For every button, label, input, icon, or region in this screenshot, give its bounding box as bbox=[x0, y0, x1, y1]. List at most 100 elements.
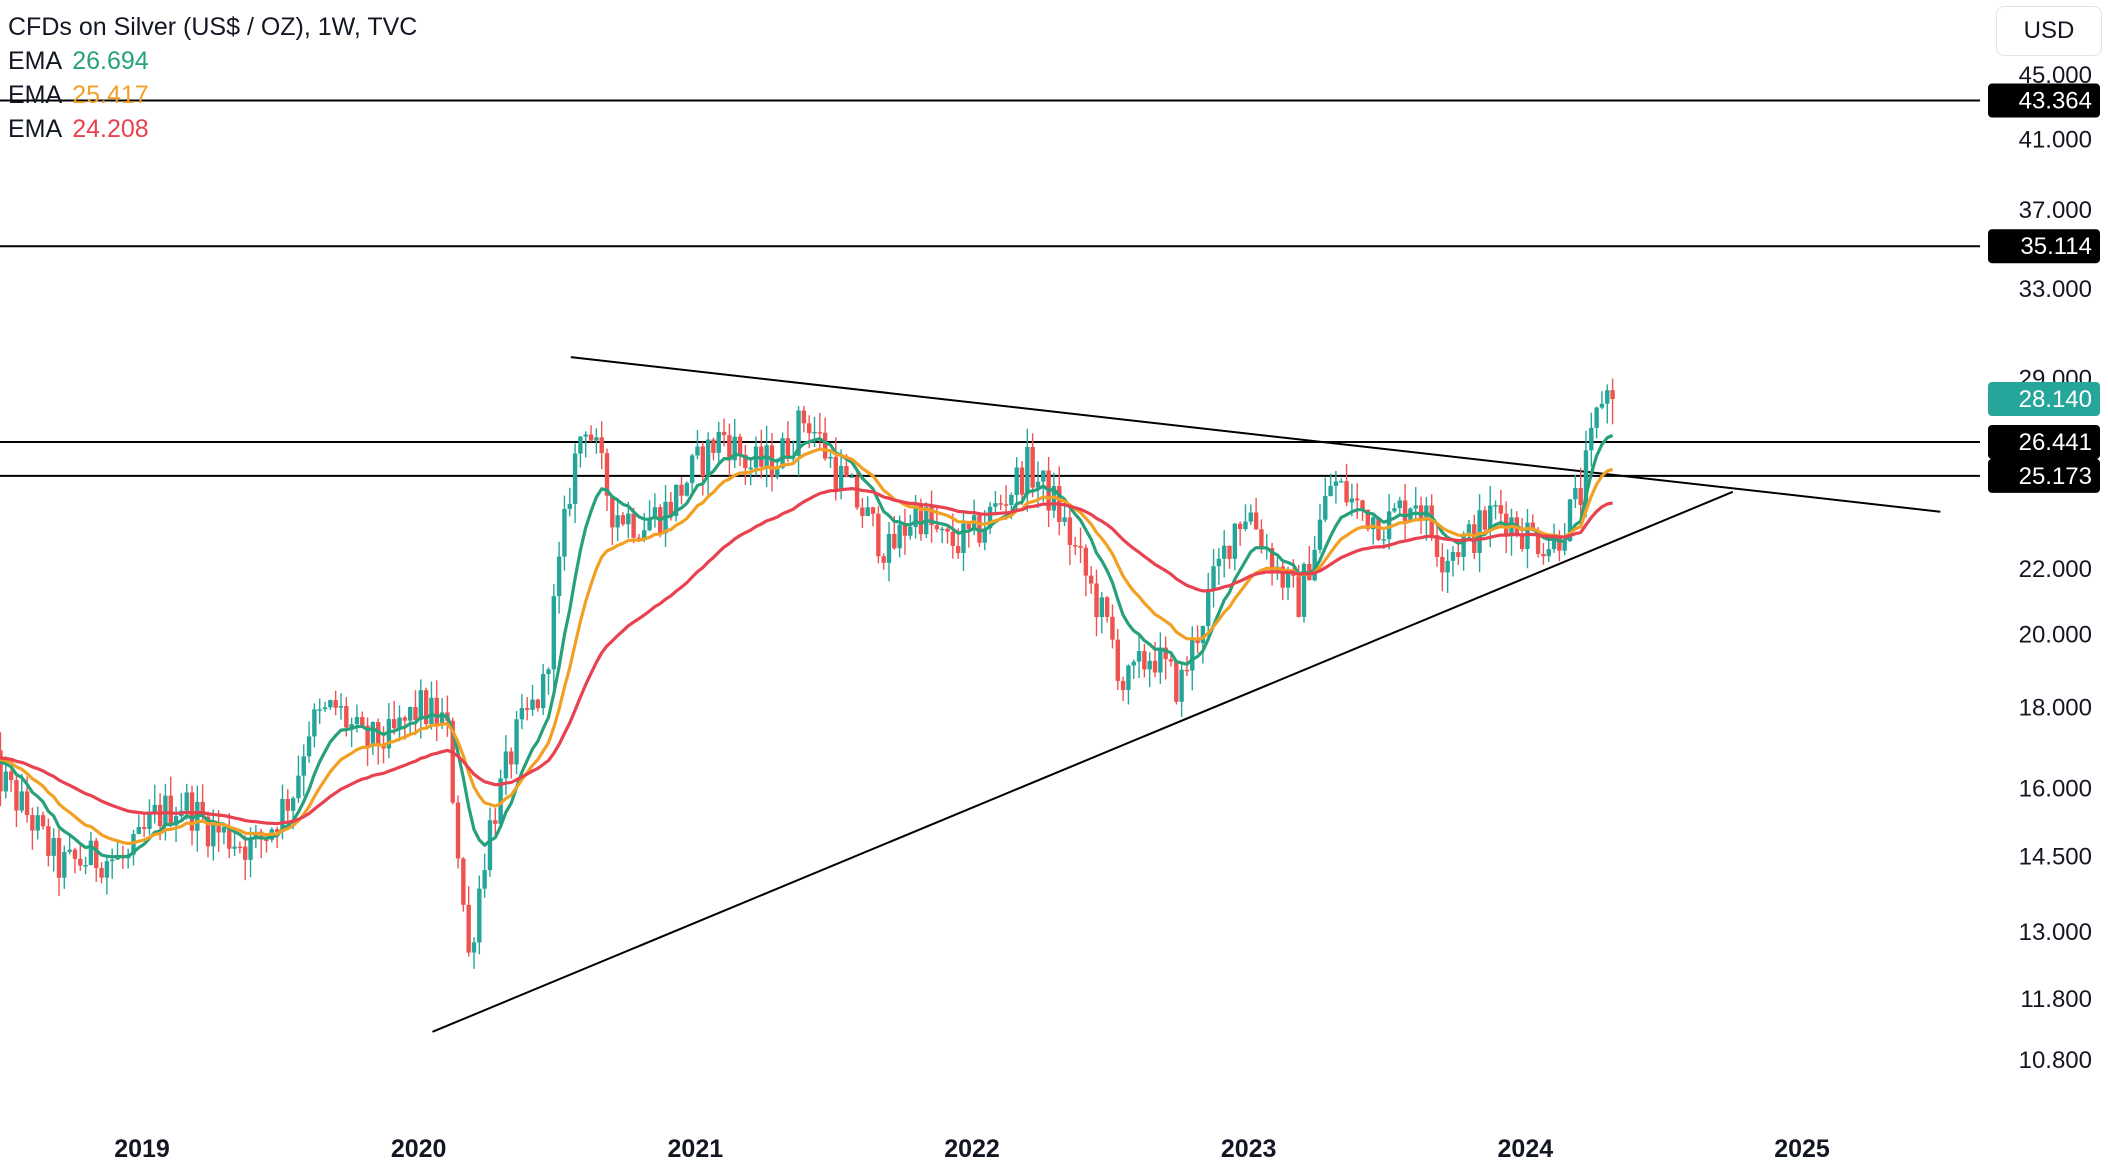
candle-body bbox=[546, 669, 551, 675]
candle-body bbox=[892, 533, 897, 549]
candle-body bbox=[402, 717, 408, 721]
candle-body bbox=[626, 513, 631, 525]
candle-body bbox=[1120, 680, 1126, 691]
candle-body bbox=[477, 888, 482, 943]
candle-body bbox=[296, 775, 301, 799]
currency-button[interactable]: USD bbox=[1996, 6, 2102, 56]
ema-line-0 bbox=[0, 433, 1614, 859]
candle-body bbox=[785, 438, 791, 459]
last-price-tag-label: 28.140 bbox=[2019, 386, 2092, 413]
candle-body bbox=[578, 436, 583, 454]
candle-body bbox=[365, 725, 370, 747]
candle-body bbox=[482, 870, 487, 889]
candle-body bbox=[514, 719, 519, 765]
candlesticks bbox=[0, 378, 1615, 969]
ema-lines bbox=[0, 433, 1614, 859]
candle-body bbox=[1599, 403, 1605, 408]
candle-body bbox=[1445, 560, 1450, 573]
candle-body bbox=[1583, 450, 1589, 506]
candle-body bbox=[1237, 523, 1243, 530]
candle-body bbox=[945, 528, 950, 532]
candle-body bbox=[1355, 498, 1360, 501]
candle-body bbox=[243, 846, 248, 860]
candle-body bbox=[8, 771, 14, 781]
y-tick-label: 22.000 bbox=[2019, 556, 2092, 583]
candle-body bbox=[1323, 495, 1328, 520]
x-tick-label: 2023 bbox=[1221, 1135, 1277, 1163]
horizontal-levels bbox=[0, 99, 1980, 477]
ema-mid-label: EMA bbox=[8, 81, 63, 109]
candle-body bbox=[695, 446, 700, 456]
candle-body bbox=[1094, 583, 1099, 618]
candle-body bbox=[354, 717, 360, 725]
candle-body bbox=[870, 507, 876, 514]
candle-body bbox=[248, 838, 253, 860]
y-tick-label: 18.000 bbox=[2019, 694, 2092, 721]
legend-ema-fast: EMA 26.694 bbox=[8, 44, 417, 78]
candle-body bbox=[1253, 512, 1259, 530]
candle-body bbox=[306, 736, 312, 757]
y-tick-label: 20.000 bbox=[2019, 622, 2092, 649]
candle-body bbox=[493, 820, 498, 824]
candle-body bbox=[0, 750, 3, 792]
candle-body bbox=[418, 690, 423, 720]
candle-body bbox=[1174, 661, 1179, 702]
level-tag-2-bg bbox=[1988, 425, 2100, 460]
candle-body bbox=[737, 436, 743, 455]
candle-body bbox=[1019, 467, 1025, 495]
candle-body bbox=[535, 699, 541, 709]
candle-body bbox=[833, 456, 838, 490]
candle-body bbox=[1062, 517, 1067, 522]
candle-body bbox=[211, 823, 216, 847]
candle-body bbox=[908, 526, 913, 536]
x-tick-label: 2021 bbox=[668, 1135, 724, 1163]
candle-body bbox=[1328, 485, 1333, 496]
candle-body bbox=[1232, 523, 1238, 559]
price-axis[interactable]: 10.800 11.800 13.000 14.500 16.000 18.000 20.0… bbox=[2019, 62, 2092, 1074]
candle-body bbox=[1530, 522, 1535, 531]
candle-body bbox=[775, 467, 780, 477]
candle-body bbox=[3, 771, 8, 792]
candle-body bbox=[1206, 589, 1211, 627]
candle-body bbox=[40, 815, 46, 827]
candle-body bbox=[1339, 481, 1344, 483]
candle-body bbox=[1009, 494, 1014, 505]
candle-body bbox=[1567, 499, 1573, 542]
candle-body bbox=[1546, 549, 1551, 557]
x-tick-label: 2022 bbox=[944, 1135, 1000, 1163]
candle-body bbox=[338, 706, 344, 708]
candle-body bbox=[131, 833, 136, 855]
candle-body bbox=[1610, 390, 1615, 400]
candle-body bbox=[136, 826, 142, 834]
legend-ema-mid: EMA 25.417 bbox=[8, 78, 417, 112]
level-tag-2-label: 26.441 bbox=[2019, 429, 2092, 456]
time-axis[interactable]: 2019 2020 2021 2022 2023 2024 2025 bbox=[114, 1135, 1830, 1163]
candle-body bbox=[1578, 488, 1583, 506]
candle-body bbox=[647, 519, 652, 531]
candle-body bbox=[322, 707, 328, 710]
ema-mid-value: 25.417 bbox=[72, 81, 149, 109]
candle-body bbox=[205, 816, 211, 847]
candle-body bbox=[1142, 651, 1147, 670]
candle-body bbox=[934, 525, 940, 530]
candle-body bbox=[993, 503, 998, 507]
x-tick-label: 2020 bbox=[391, 1135, 447, 1163]
candle-body bbox=[290, 798, 296, 811]
ema-line-2 bbox=[0, 487, 1613, 826]
candle-body bbox=[391, 719, 397, 729]
candle-body bbox=[705, 439, 711, 477]
trendline-0 bbox=[570, 356, 1941, 513]
candle-body bbox=[344, 706, 349, 728]
candle-body bbox=[1211, 566, 1216, 590]
level-tag-3-bg bbox=[1988, 458, 2100, 493]
candle-body bbox=[801, 410, 807, 424]
candle-body bbox=[572, 453, 578, 505]
candle-body bbox=[1184, 669, 1190, 672]
candle-body bbox=[982, 528, 987, 543]
candle-body bbox=[1557, 535, 1562, 551]
candle-body bbox=[221, 826, 227, 833]
candle-body bbox=[1126, 665, 1131, 691]
candle-body bbox=[227, 826, 232, 849]
candle-body bbox=[689, 455, 695, 483]
